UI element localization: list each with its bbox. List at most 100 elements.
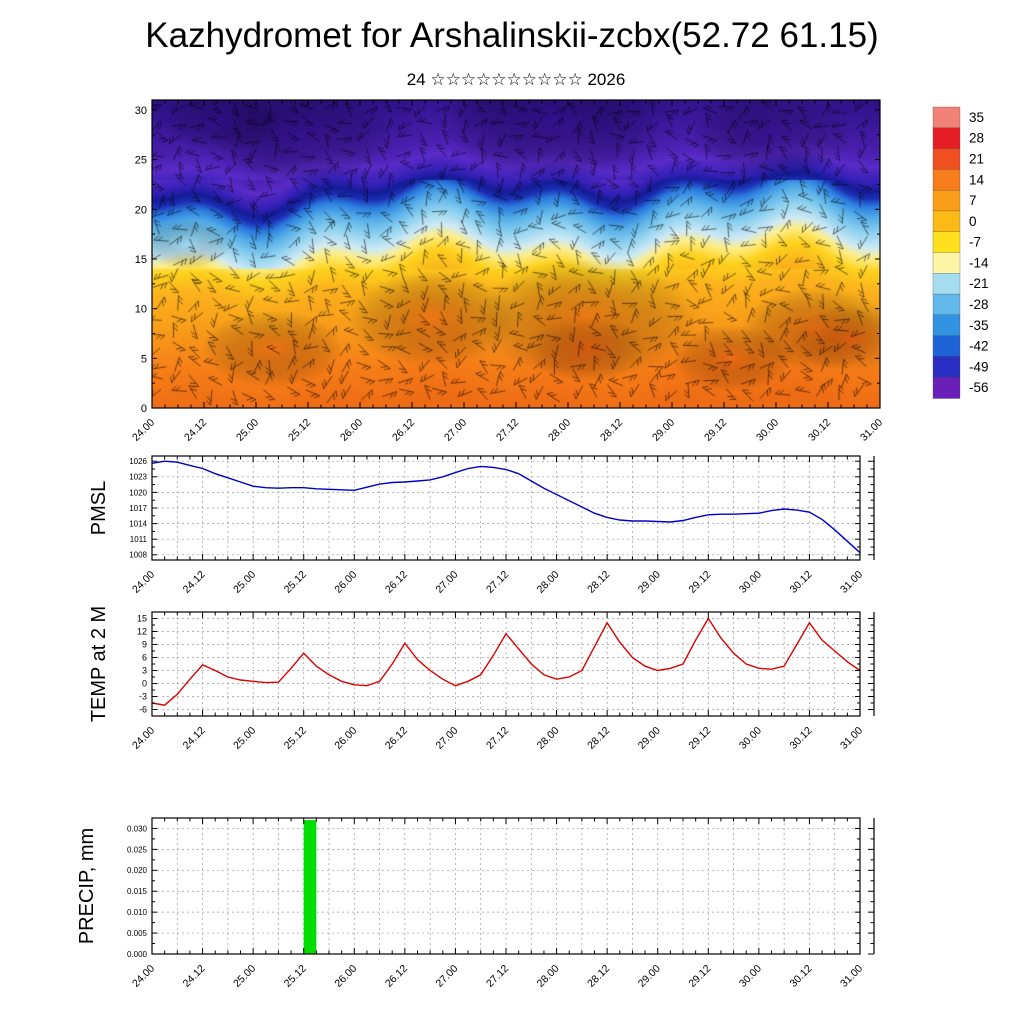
- svg-text:1023: 1023: [129, 473, 147, 482]
- svg-text:-56: -56: [969, 380, 989, 395]
- svg-text:27.00: 27.00: [433, 963, 460, 990]
- svg-text:30.00: 30.00: [737, 725, 764, 752]
- svg-text:24.12: 24.12: [181, 963, 208, 990]
- svg-text:5: 5: [141, 353, 147, 365]
- svg-text:29.12: 29.12: [686, 725, 713, 752]
- svg-text:0: 0: [142, 679, 147, 689]
- svg-text:28.00: 28.00: [535, 963, 562, 990]
- svg-text:29.00: 29.00: [650, 417, 677, 444]
- svg-text:29.00: 29.00: [636, 569, 663, 596]
- svg-text:26.12: 26.12: [383, 725, 410, 752]
- svg-text:30.00: 30.00: [754, 417, 781, 444]
- svg-text:30.12: 30.12: [806, 417, 833, 444]
- svg-text:12: 12: [137, 627, 147, 637]
- svg-text:30.00: 30.00: [737, 569, 764, 596]
- page-title: Kazhydromet for Arshalinskii-zcbx(52.72 …: [145, 16, 879, 55]
- pmsl-axis-title: PMSL: [88, 480, 110, 536]
- svg-text:0.010: 0.010: [127, 908, 148, 917]
- svg-text:25.00: 25.00: [234, 417, 261, 444]
- svg-text:14: 14: [969, 172, 985, 187]
- svg-text:1011: 1011: [130, 535, 148, 544]
- svg-text:26.12: 26.12: [383, 569, 410, 596]
- pmsl-panel-series: [151, 460, 861, 554]
- svg-text:0: 0: [141, 403, 147, 415]
- svg-text:25.12: 25.12: [286, 417, 313, 444]
- svg-text:26.00: 26.00: [332, 569, 359, 596]
- svg-text:3: 3: [142, 666, 147, 676]
- svg-text:29.12: 29.12: [686, 963, 713, 990]
- svg-text:28.12: 28.12: [585, 725, 612, 752]
- svg-text:-7: -7: [969, 235, 981, 250]
- svg-text:27.00: 27.00: [442, 417, 469, 444]
- svg-text:1008: 1008: [129, 551, 147, 560]
- svg-text:1014: 1014: [129, 519, 147, 528]
- precip-axis-title: PRECIP, mm: [76, 827, 98, 945]
- svg-text:-14: -14: [969, 255, 989, 270]
- cross-section-field: [152, 100, 880, 408]
- colorbar: 35 28 21 14 7 0 -7 -14 -21 -28 -35 -42 -49 -56: [932, 106, 989, 399]
- svg-text:28.00: 28.00: [535, 725, 562, 752]
- svg-text:24.00: 24.00: [130, 569, 157, 596]
- svg-text:27.00: 27.00: [433, 725, 460, 752]
- svg-text:24.00: 24.00: [130, 417, 157, 444]
- svg-text:28.00: 28.00: [535, 569, 562, 596]
- svg-text:28.12: 28.12: [585, 963, 612, 990]
- svg-text:24.12: 24.12: [181, 569, 208, 596]
- svg-text:7: 7: [969, 193, 977, 208]
- svg-text:27.12: 27.12: [484, 569, 511, 596]
- svg-text:27.12: 27.12: [484, 963, 511, 990]
- svg-text:27.12: 27.12: [484, 725, 511, 752]
- svg-text:-28: -28: [969, 297, 989, 312]
- temp-panel: -6 -3 0 3 6 9 12 15 24.00 24.12 25.00 25.12 26.00 26.…: [130, 611, 875, 752]
- svg-text:-6: -6: [139, 705, 147, 715]
- svg-text:27.00: 27.00: [433, 569, 460, 596]
- svg-text:24.00: 24.00: [130, 725, 157, 752]
- svg-text:-21: -21: [969, 276, 989, 291]
- svg-text:0.025: 0.025: [127, 845, 148, 854]
- svg-text:28: 28: [969, 131, 984, 146]
- chart-subtitle: 24 ☆☆☆☆☆☆☆☆☆☆ 2026: [406, 70, 626, 89]
- svg-text:-3: -3: [139, 692, 147, 702]
- svg-text:28.12: 28.12: [598, 417, 625, 444]
- pmsl-panel: 1008 1011 1014 1017 1020 1023 1026 24.00 24.12 25…: [129, 455, 875, 596]
- svg-text:30: 30: [135, 105, 147, 117]
- svg-text:1026: 1026: [129, 457, 147, 466]
- svg-text:25.12: 25.12: [282, 963, 309, 990]
- svg-text:26.00: 26.00: [332, 725, 359, 752]
- svg-text:30.12: 30.12: [787, 963, 814, 990]
- svg-text:0.005: 0.005: [127, 929, 148, 938]
- svg-text:-49: -49: [969, 359, 989, 374]
- svg-text:24.12: 24.12: [181, 725, 208, 752]
- svg-text:27.12: 27.12: [494, 417, 521, 444]
- temp-axis-title: TEMP at 2 M: [88, 605, 110, 723]
- temp-panel-series: [151, 617, 861, 706]
- svg-text:25.00: 25.00: [231, 725, 258, 752]
- precip-panel: 0.000 0.005 0.010 0.015 0.020 0.025 0.030 24.00…: [127, 817, 875, 990]
- svg-text:30.12: 30.12: [787, 725, 814, 752]
- svg-text:6: 6: [142, 653, 147, 663]
- precip-bar: [303, 820, 317, 954]
- svg-text:29.12: 29.12: [686, 569, 713, 596]
- svg-text:1017: 1017: [129, 504, 147, 513]
- svg-text:25.00: 25.00: [231, 569, 258, 596]
- svg-text:0.030: 0.030: [127, 824, 148, 833]
- svg-text:-42: -42: [969, 339, 989, 354]
- svg-text:15: 15: [137, 614, 147, 624]
- svg-text:9: 9: [142, 640, 147, 650]
- svg-text:31.00: 31.00: [838, 725, 865, 752]
- svg-text:0.020: 0.020: [127, 866, 148, 875]
- svg-text:25: 25: [135, 155, 147, 167]
- svg-text:29.12: 29.12: [702, 417, 729, 444]
- svg-text:0.000: 0.000: [127, 950, 148, 959]
- svg-text:35: 35: [969, 110, 984, 125]
- svg-text:25.12: 25.12: [282, 569, 309, 596]
- svg-text:26.00: 26.00: [332, 963, 359, 990]
- svg-text:21: 21: [969, 151, 984, 166]
- svg-text:26.12: 26.12: [390, 417, 417, 444]
- svg-text:20: 20: [135, 204, 147, 216]
- svg-text:25.00: 25.00: [231, 963, 258, 990]
- svg-text:-35: -35: [969, 318, 989, 333]
- svg-text:29.00: 29.00: [636, 963, 663, 990]
- svg-text:15: 15: [135, 254, 147, 266]
